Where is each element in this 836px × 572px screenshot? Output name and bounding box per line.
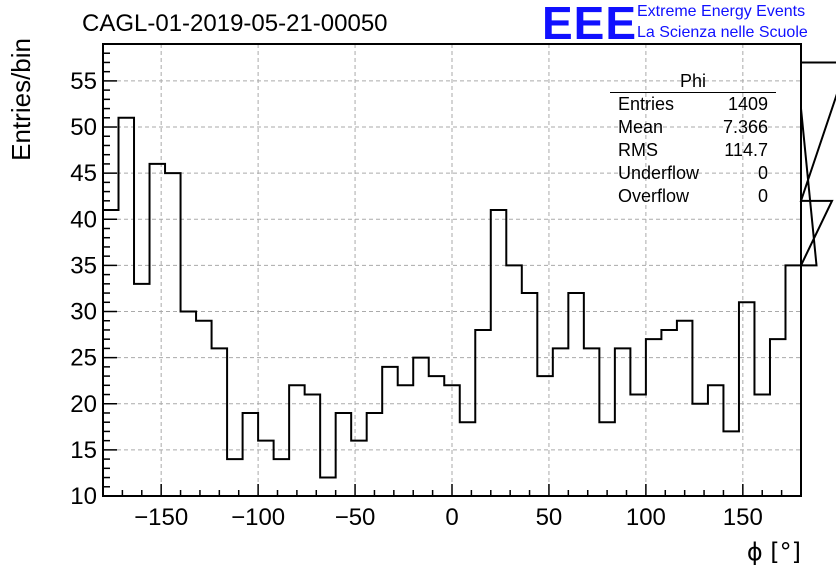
run-title: CAGL-01-2019-05-21-00050 xyxy=(82,10,388,37)
x-tick-label: 100 xyxy=(626,504,666,531)
stats-box: Phi Entries 1409 Mean 7.366 RMS 114.7 Un… xyxy=(610,70,776,208)
stats-label: Overflow xyxy=(618,186,690,206)
x-axis-label: ϕ [°] xyxy=(747,538,801,566)
y-axis-ticks: 10 15 20 25 30 35 40 45 50 55 xyxy=(70,43,117,510)
stats-value: 0 xyxy=(757,186,768,206)
stats-title: Phi xyxy=(610,70,776,93)
y-tick-label: 35 xyxy=(70,252,97,279)
eee-logo-letters: EEE xyxy=(542,0,638,49)
y-axis-label: Entries/bin xyxy=(6,38,36,161)
stats-value: 7.366 xyxy=(722,117,768,137)
stats-row-rms: RMS 114.7 xyxy=(610,139,776,162)
logo-subtitle-2: La Scienza nelle Scuole xyxy=(637,24,808,41)
y-tick-label: 15 xyxy=(70,437,97,464)
logo-subtitle-1: Extreme Energy Events xyxy=(637,3,806,20)
y-tick-label: 25 xyxy=(70,345,97,372)
x-tick-label: −100 xyxy=(231,504,285,531)
y-tick-label: 45 xyxy=(70,160,97,187)
y-tick-label: 50 xyxy=(70,114,97,141)
grid-lines xyxy=(103,44,801,496)
y-tick-label: 10 xyxy=(70,483,97,510)
stats-label: Entries xyxy=(618,94,675,114)
stats-label: Mean xyxy=(618,117,664,137)
stats-value: 0 xyxy=(757,163,768,183)
y-tick-label: 20 xyxy=(70,391,97,418)
x-tick-label: 50 xyxy=(536,504,563,531)
y-tick-label: 30 xyxy=(70,299,97,326)
x-axis-ticks: −150 −100 −50 0 50 100 150 xyxy=(102,484,802,531)
y-tick-label: 40 xyxy=(70,206,97,233)
x-tick-label: 150 xyxy=(723,504,763,531)
stats-value: 1409 xyxy=(727,94,768,114)
stats-row-entries: Entries 1409 xyxy=(610,93,776,116)
stats-row-underflow: Underflow 0 xyxy=(610,162,776,185)
stats-label: RMS xyxy=(618,140,658,160)
x-tick-label: −50 xyxy=(335,504,376,531)
x-tick-label: 0 xyxy=(445,504,458,531)
stats-row-mean: Mean 7.366 xyxy=(610,116,776,139)
stats-row-overflow: Overflow 0 xyxy=(610,185,776,208)
stats-label: Underflow xyxy=(618,163,700,183)
stats-value: 114.7 xyxy=(724,140,768,160)
y-tick-label: 55 xyxy=(70,68,97,95)
histogram-step-line xyxy=(102,61,836,496)
x-tick-label: −150 xyxy=(134,504,188,531)
